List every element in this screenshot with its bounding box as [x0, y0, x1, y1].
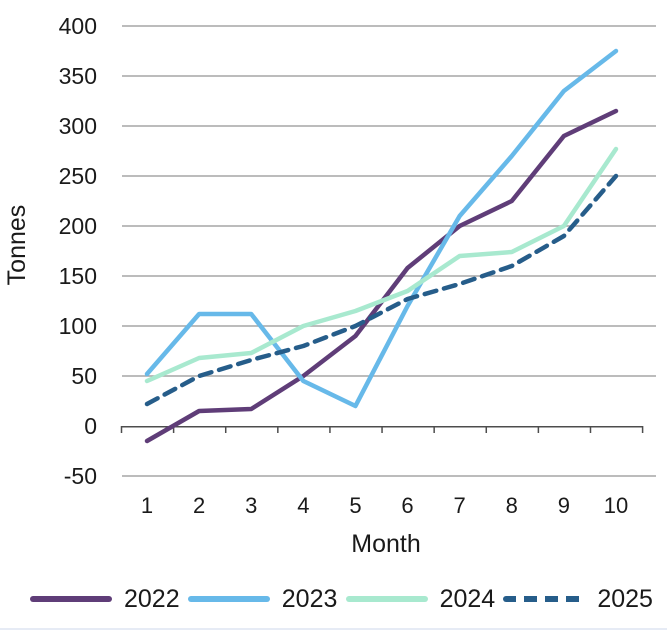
legend-line-sample-2024 — [345, 596, 428, 602]
y-tick-label: 150 — [59, 263, 97, 289]
y-tick-label: 100 — [59, 313, 97, 339]
x-tick-label: 8 — [506, 493, 518, 518]
legend-label-2025: 2025 — [597, 584, 653, 613]
series-line-2025 — [144, 173, 619, 407]
series-line-2024 — [144, 146, 619, 384]
chart-legend: 2022 2023 2024 2025 — [0, 580, 667, 618]
legend-line-sample-2025 — [503, 596, 586, 602]
y-tick-label: 250 — [59, 163, 97, 189]
x-tick-label: 10 — [604, 493, 628, 518]
legend-item-2025: 2025 — [503, 584, 653, 613]
x-axis-title: Month — [351, 530, 420, 558]
legend-line-sample-2023 — [187, 596, 270, 602]
y-tick-label: 350 — [59, 63, 97, 89]
x-tick-label: 2 — [193, 493, 205, 518]
x-tick-label: 7 — [454, 493, 466, 518]
y-tick-label: 50 — [71, 363, 97, 389]
x-tick-label: 9 — [558, 493, 570, 518]
panel-bottom-border — [0, 628, 667, 630]
y-axis-title: Tonnes — [3, 205, 31, 286]
x-tick-label: 1 — [141, 493, 153, 518]
y-tick-label: 0 — [84, 413, 97, 439]
legend-item-2023: 2023 — [187, 584, 338, 613]
line-chart: 400 350 300 250 200 150 100 50 0 -50 1 2 3 4 5 6 7 8 9 10 To… — [3, 13, 656, 558]
legend-label-2024: 2024 — [439, 584, 496, 613]
x-tick-label: 4 — [297, 493, 309, 518]
y-tick-label: -50 — [64, 463, 97, 489]
y-tick-label: 300 — [59, 113, 97, 139]
legend-line-sample-2022 — [30, 596, 112, 602]
y-tick-label: 400 — [59, 13, 97, 39]
x-tick-label: 3 — [245, 493, 257, 518]
legend-item-2022: 2022 — [30, 584, 180, 613]
series-line-2023 — [144, 48, 619, 409]
legend-label-2022: 2022 — [124, 584, 180, 613]
x-tick-label: 6 — [401, 493, 413, 518]
y-tick-label: 200 — [59, 213, 97, 239]
legend-item-2024: 2024 — [345, 584, 496, 613]
x-tick-label: 5 — [349, 493, 361, 518]
legend-label-2023: 2023 — [281, 584, 338, 613]
